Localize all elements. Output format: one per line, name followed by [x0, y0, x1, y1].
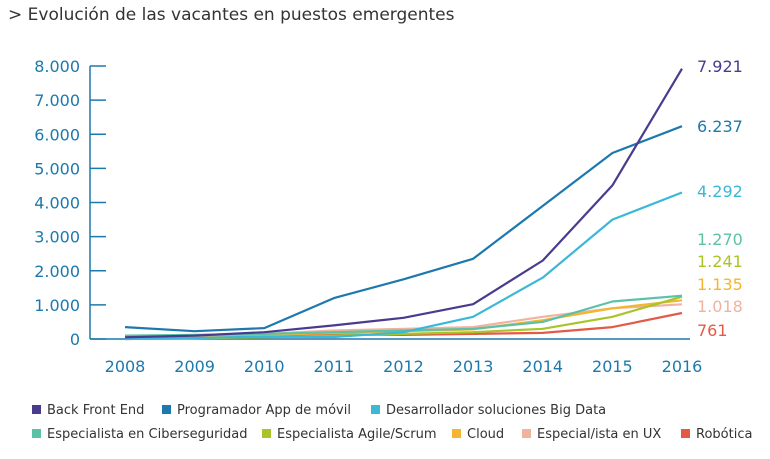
- x-tick-label: 2009: [174, 357, 215, 376]
- y-tick-label: 7.000: [34, 91, 80, 110]
- legend-swatch: [32, 405, 41, 414]
- y-tick-label: 8.000: [34, 57, 80, 76]
- y-tick-label: 2.000: [34, 262, 80, 281]
- end-value-label: 6.237: [697, 117, 743, 136]
- legend-label: Programador App de móvil: [177, 403, 351, 418]
- end-value-label: 1.241: [697, 252, 743, 271]
- legend-label: Especial/ista en UX: [537, 427, 661, 442]
- x-tick-label: 2015: [592, 357, 633, 376]
- axes: 0 1.000 2.000 3.000 4.000 5.000 6.000 7.000 8.00…: [34, 57, 702, 376]
- legend-swatch: [522, 429, 531, 438]
- x-tick-label: 2012: [383, 357, 424, 376]
- legend-label: Back Front End: [47, 403, 144, 418]
- legend-label: Robótica: [696, 427, 752, 442]
- x-tick-label: 2016: [662, 357, 703, 376]
- legend-swatch: [162, 405, 171, 414]
- end-value-label: 7.921: [697, 57, 743, 76]
- legend-label: Especialista Agile/Scrum: [277, 427, 437, 442]
- end-labels: 7.921 6.237 4.292 1.270 1.241 1.135 1.018 761: [697, 57, 743, 340]
- legend: Back Front End Programador App de móvil De…: [32, 403, 752, 442]
- x-tick-label: 2013: [453, 357, 494, 376]
- y-tick-label: 0: [70, 330, 80, 349]
- x-tick-label: 2010: [244, 357, 285, 376]
- y-tick-label: 6.000: [34, 125, 80, 144]
- end-value-label: 1.135: [697, 275, 743, 294]
- y-tick-label: 3.000: [34, 228, 80, 247]
- y-tick-label: 1.000: [34, 296, 80, 315]
- y-tick-label: 5.000: [34, 159, 80, 178]
- x-tick-label: 2008: [105, 357, 146, 376]
- end-value-label: 4.292: [697, 182, 743, 201]
- y-tick-label: 4.000: [34, 194, 80, 213]
- legend-label: Cloud: [467, 427, 504, 442]
- series-line-back-front-end: [124, 68, 683, 339]
- legend-swatch: [371, 405, 380, 414]
- chart-title: > Evolución de las vacantes en puestos e…: [8, 5, 455, 25]
- end-value-label: 761: [697, 321, 728, 340]
- legend-swatch: [262, 429, 271, 438]
- legend-swatch: [32, 429, 41, 438]
- x-tick-label: 2011: [314, 357, 355, 376]
- legend-label: Desarrollador soluciones Big Data: [386, 403, 606, 418]
- legend-swatch: [681, 429, 690, 438]
- series-line-desarrollador-soluciones-big-data: [124, 191, 683, 341]
- series-lines: [124, 68, 683, 341]
- x-tick-label: 2014: [522, 357, 563, 376]
- series-line-programador-app-de-m-vil: [124, 125, 683, 333]
- end-value-label: 1.270: [697, 230, 743, 249]
- legend-label: Especialista en Ciberseguridad: [47, 427, 248, 442]
- legend-swatch: [452, 429, 461, 438]
- end-value-label: 1.018: [697, 297, 743, 316]
